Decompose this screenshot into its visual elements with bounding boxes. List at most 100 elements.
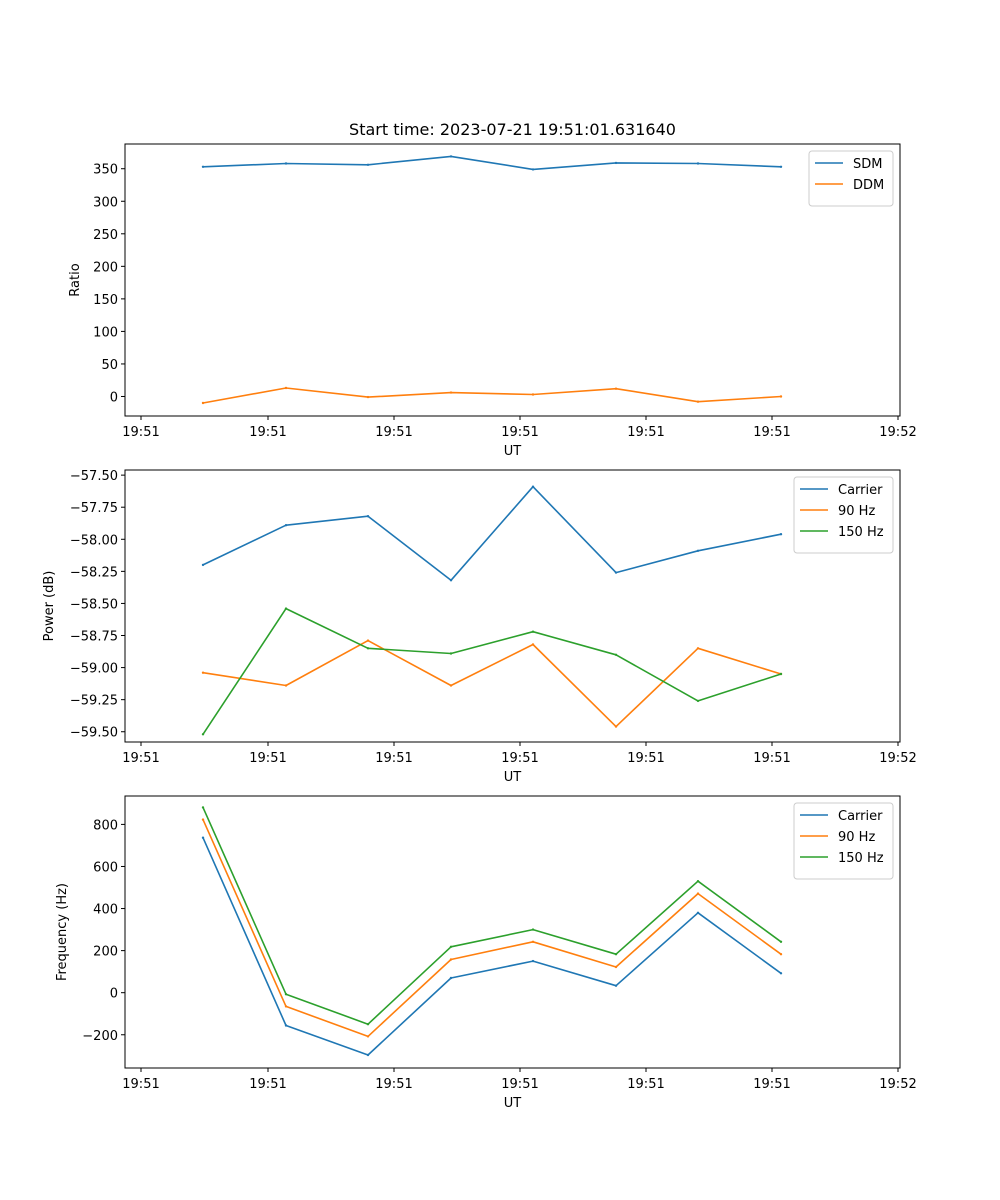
- data-point: [531, 959, 535, 963]
- x-axis-label: UT: [504, 770, 522, 785]
- axes-frame: [124, 795, 901, 1069]
- data-point: [449, 579, 453, 582]
- x-tick-label: 19:51: [627, 1077, 664, 1092]
- legend-label: DDM: [853, 178, 884, 193]
- x-tick-label: 19:51: [122, 1077, 159, 1092]
- data-point: [201, 401, 205, 405]
- data-point: [284, 162, 288, 165]
- x-tick-label: 19:52: [879, 425, 916, 440]
- data-point: [696, 400, 700, 403]
- y-tick-label: 800: [93, 818, 118, 833]
- axes-frame: [124, 143, 901, 417]
- legend-label: 90 Hz: [838, 830, 875, 845]
- data-point: [531, 485, 535, 488]
- y-axis-label: Frequency (Hz): [55, 883, 70, 981]
- x-tick-label: 19:51: [627, 425, 664, 440]
- data-point: [449, 976, 453, 980]
- legend-label: 90 Hz: [838, 504, 875, 519]
- data-point: [531, 643, 535, 646]
- data-point: [779, 533, 783, 536]
- y-tick-label: −57.75: [70, 501, 118, 516]
- data-point: [201, 165, 205, 168]
- data-point: [614, 965, 618, 969]
- data-point: [201, 836, 205, 839]
- x-tick-label: 19:51: [501, 1077, 538, 1092]
- y-tick-label: 100: [93, 325, 118, 340]
- data-point: [284, 1024, 288, 1027]
- data-point: [779, 940, 783, 943]
- data-point: [779, 395, 783, 398]
- data-point: [449, 958, 453, 961]
- series-line-150-hz: [202, 607, 782, 735]
- x-tick-label: 19:51: [753, 751, 790, 766]
- data-point: [614, 725, 618, 728]
- y-tick-label: 50: [101, 358, 118, 373]
- legend-label: Carrier: [838, 483, 883, 498]
- x-axis-label: UT: [504, 1096, 522, 1111]
- data-point: [779, 972, 783, 975]
- axes-frame: [124, 469, 901, 743]
- data-point: [201, 563, 205, 567]
- x-tick-label: 19:51: [122, 751, 159, 766]
- y-tick-label: −59.00: [70, 662, 118, 677]
- data-point: [696, 699, 700, 703]
- data-point: [614, 571, 618, 574]
- y-tick-label: 0: [110, 987, 118, 1002]
- data-point: [696, 549, 700, 552]
- x-tick-label: 19:51: [753, 425, 790, 440]
- series-line-90-hz: [202, 639, 782, 728]
- y-tick-label: 600: [93, 860, 118, 875]
- data-point: [201, 671, 205, 674]
- chart-panel-2: 19:51 19:51 19:51 19:51 19:51 19:51 19:52 −59.5…: [42, 469, 917, 785]
- data-point: [284, 386, 288, 390]
- series-line-sdm: [202, 155, 782, 171]
- data-point: [201, 806, 205, 809]
- data-point: [366, 163, 370, 166]
- x-tick-label: 19:51: [501, 425, 538, 440]
- y-tick-label: 300: [93, 195, 118, 210]
- data-point: [284, 1005, 288, 1008]
- legend: SDM DDM: [808, 150, 894, 207]
- data-point: [614, 653, 618, 656]
- x-tick-label: 19:51: [122, 425, 159, 440]
- data-point: [366, 647, 370, 650]
- data-point: [201, 733, 205, 736]
- data-point: [449, 391, 453, 394]
- x-tick-label: 19:51: [375, 1077, 412, 1092]
- chart-panel-3: 19:51 19:51 19:51 19:51 19:51 19:51 19:52 −200 0…: [55, 795, 917, 1111]
- y-tick-label: −200: [82, 1029, 118, 1044]
- data-point: [531, 393, 535, 396]
- data-point: [614, 387, 618, 390]
- legend-frame: [793, 476, 894, 554]
- x-tick-label: 19:51: [249, 425, 286, 440]
- y-tick-label: 400: [93, 903, 118, 918]
- data-point: [284, 524, 288, 527]
- data-point: [779, 672, 783, 676]
- y-tick-label: −59.25: [70, 694, 118, 709]
- x-tick-label: 19:51: [501, 751, 538, 766]
- data-point: [531, 168, 535, 171]
- y-tick-label: −58.75: [70, 630, 118, 645]
- y-tick-label: −58.50: [70, 597, 118, 612]
- legend-frame: [793, 802, 894, 880]
- data-point: [531, 940, 535, 943]
- series-line-ddm: [202, 387, 782, 404]
- x-tick-label: 19:52: [879, 1077, 916, 1092]
- data-point: [696, 911, 700, 914]
- legend-label: 150 Hz: [838, 525, 884, 540]
- data-point: [366, 395, 370, 399]
- series-line-150-hz: [202, 807, 782, 1025]
- y-axis-label: Power (dB): [42, 571, 57, 642]
- legend-label: SDM: [853, 157, 882, 172]
- data-point: [366, 1022, 370, 1026]
- x-tick-label: 19:51: [249, 1077, 286, 1092]
- data-point: [531, 630, 535, 633]
- data-point: [614, 161, 618, 165]
- chart-title: Start time: 2023-07-21 19:51:01.631640: [349, 120, 676, 139]
- y-tick-label: 0: [110, 390, 118, 405]
- data-point: [696, 162, 700, 165]
- data-point: [779, 953, 783, 956]
- x-tick-label: 19:51: [627, 751, 664, 766]
- y-axis-label: Ratio: [68, 263, 83, 296]
